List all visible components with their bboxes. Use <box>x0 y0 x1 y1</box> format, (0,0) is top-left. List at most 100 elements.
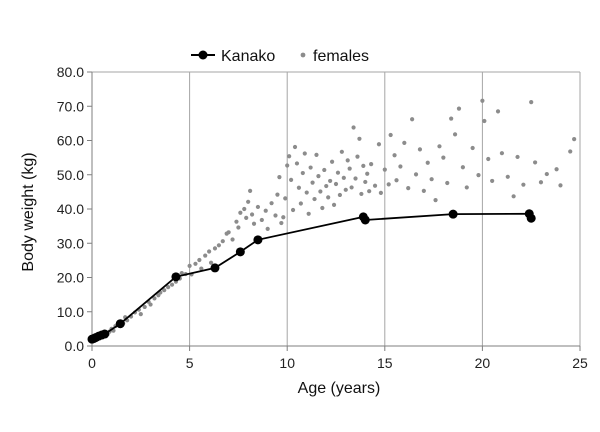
females-point <box>220 239 225 244</box>
females-point <box>372 183 378 188</box>
females-point <box>402 140 407 145</box>
females-point <box>248 188 253 193</box>
y-tick-label: 50.0 <box>57 167 84 183</box>
females-point <box>417 147 423 152</box>
females-point <box>441 155 446 160</box>
kanako-line <box>91 212 533 340</box>
kanako-point <box>171 272 181 282</box>
females-point <box>199 266 204 271</box>
females-point <box>234 219 239 224</box>
females-point <box>337 192 343 198</box>
females-point <box>413 172 419 177</box>
females-point <box>386 182 391 187</box>
females-point <box>298 201 303 206</box>
females-point <box>353 176 358 181</box>
females-point <box>226 230 231 235</box>
females-point <box>470 145 475 151</box>
females-point <box>359 191 364 197</box>
females-point <box>244 215 249 221</box>
x-axis-title: Age (years) <box>298 380 381 397</box>
y-tick-label: 80.0 <box>57 64 84 80</box>
females-point <box>452 132 458 137</box>
axes <box>91 71 580 347</box>
females-point <box>355 154 360 159</box>
y-axis-ticks: 0.0 10.0 20.0 30.0 40.0 50.0 60.0 70.0 80.0 <box>57 64 92 354</box>
kanako-point <box>235 247 245 257</box>
females-point <box>365 171 370 176</box>
females-point <box>464 185 469 190</box>
females-point <box>499 151 505 156</box>
females-point <box>347 166 352 171</box>
grid <box>189 72 581 346</box>
females-point <box>138 312 143 317</box>
females-point <box>283 196 288 201</box>
females-point <box>269 201 274 206</box>
females-point <box>207 249 212 254</box>
females-point <box>142 304 147 310</box>
females-point <box>212 246 218 251</box>
kanako-point <box>526 213 536 223</box>
legend-kanako-marker <box>198 50 208 60</box>
legend-females-label: females <box>313 48 369 65</box>
y-tick-label: 10.0 <box>57 304 84 320</box>
females-point <box>322 167 327 173</box>
legend-kanako-label: Kanako <box>221 48 275 65</box>
x-tick-label: 25 <box>572 355 588 371</box>
legend: Kanako females <box>191 48 369 65</box>
females-point <box>505 174 510 179</box>
females-point <box>437 144 442 149</box>
females-point <box>369 162 374 167</box>
females-point <box>361 163 366 168</box>
y-tick-label: 0.0 <box>65 338 85 354</box>
females-point <box>343 187 348 192</box>
x-axis-ticks: 0 5 10 15 20 25 <box>88 346 588 371</box>
females-point <box>166 284 171 290</box>
females-point <box>476 172 481 178</box>
females-point <box>328 178 333 184</box>
females-point <box>152 296 157 301</box>
females-point <box>306 211 311 216</box>
females-point <box>292 144 298 150</box>
females-point <box>341 175 346 180</box>
females-point <box>300 170 305 176</box>
females-point <box>242 206 247 212</box>
females-point <box>345 158 350 163</box>
females-point <box>554 167 559 172</box>
females-point <box>392 153 397 158</box>
females-point <box>324 183 329 189</box>
females-point <box>515 154 520 160</box>
females-point <box>425 160 430 165</box>
females-point <box>310 180 315 185</box>
females-point <box>490 178 495 184</box>
females-point <box>326 195 331 200</box>
females-point <box>259 217 264 223</box>
females-point <box>429 177 434 182</box>
y-tick-label: 60.0 <box>57 133 84 149</box>
females-point <box>378 190 383 196</box>
females-point <box>187 263 192 268</box>
females-point <box>529 100 534 105</box>
females-point <box>363 179 368 185</box>
females-point <box>287 154 292 159</box>
females-point <box>486 156 491 162</box>
females-point <box>394 178 399 183</box>
females-point <box>349 185 354 190</box>
females-point <box>533 160 538 165</box>
females-point <box>521 182 526 187</box>
y-tick-label: 30.0 <box>57 235 84 251</box>
females-point <box>203 253 208 258</box>
females-point <box>265 226 270 231</box>
females-point <box>263 208 268 213</box>
females-point <box>388 132 393 138</box>
females-point <box>304 190 309 195</box>
females-point <box>312 196 317 202</box>
females-point <box>275 192 280 197</box>
females-point <box>495 109 501 114</box>
females-point <box>148 302 153 307</box>
females-point <box>251 221 257 226</box>
females-point <box>406 186 411 191</box>
females-point <box>255 204 261 210</box>
females-point <box>421 188 426 193</box>
females-point <box>179 270 184 276</box>
